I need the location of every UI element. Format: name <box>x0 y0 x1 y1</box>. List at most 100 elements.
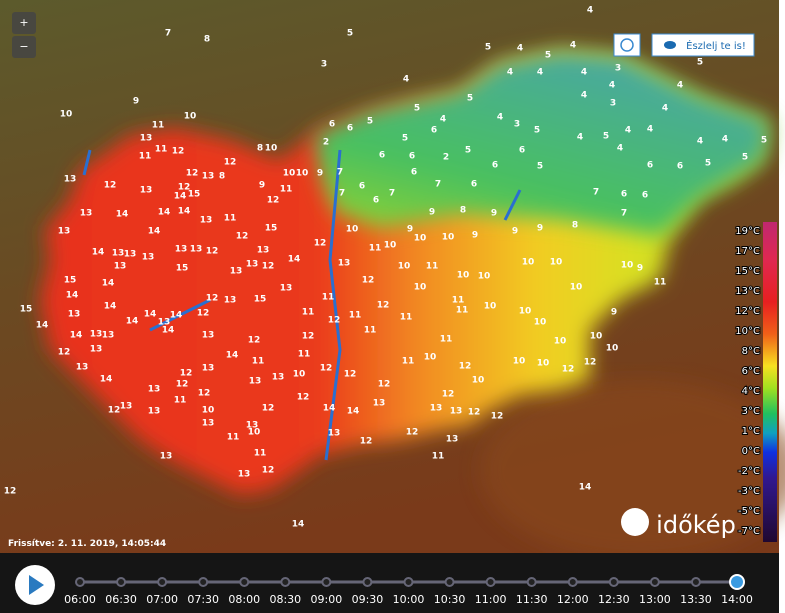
station-temperature: 7 <box>165 29 171 39</box>
station-temperature: 3 <box>610 99 616 109</box>
station-temperature: 12 <box>108 406 121 416</box>
station-temperature: 13 <box>120 402 133 412</box>
timeline-label: 10:00 <box>393 593 425 606</box>
station-temperature: 12 <box>206 247 219 257</box>
timeline-label: 07:30 <box>187 593 219 606</box>
station-temperature: 14 <box>104 302 117 312</box>
timeline-step[interactable] <box>321 577 332 587</box>
timeline-step[interactable] <box>116 577 127 587</box>
timeline-step[interactable] <box>403 577 414 587</box>
station-temperature: 5 <box>402 134 408 144</box>
station-temperature: 13 <box>148 407 161 417</box>
station-temperature: 4 <box>581 68 587 78</box>
timeline-step[interactable] <box>157 577 168 587</box>
station-temperature: 14 <box>92 248 105 258</box>
station-temperature: 14 <box>162 326 175 336</box>
station-temperature: 13 <box>190 245 203 255</box>
station-temperature: 6 <box>379 151 385 161</box>
station-temperature: 6 <box>519 146 525 156</box>
station-temperature: 13 <box>430 404 443 414</box>
station-temperature: 11 <box>400 313 413 323</box>
station-temperature: 2 <box>323 138 329 148</box>
timeline-step[interactable] <box>608 577 619 587</box>
station-temperature: 13 <box>202 172 215 182</box>
zoom-in-button[interactable] <box>12 12 36 34</box>
station-temperature: 10 <box>384 241 397 251</box>
legend-label: -2°C <box>738 466 760 477</box>
station-temperature: 5 <box>537 162 543 172</box>
station-temperature: 12 <box>186 169 199 179</box>
station-temperature: 11 <box>369 244 382 254</box>
station-temperature: 8 <box>460 206 466 216</box>
station-temperature: 13 <box>80 209 93 219</box>
station-temperature: 14 <box>144 310 157 320</box>
station-temperature: 12 <box>491 412 504 422</box>
timeline-step[interactable] <box>690 577 701 587</box>
station-temperature: 9 <box>407 225 413 235</box>
timeline-step[interactable] <box>567 577 578 587</box>
station-temperature: 6 <box>492 161 498 171</box>
station-temperature: 14 <box>100 375 113 385</box>
station-temperature: 10 <box>484 302 497 312</box>
station-temperature: 10 <box>398 262 411 272</box>
timeline-step[interactable] <box>239 577 250 587</box>
station-temperature: 13 <box>158 318 171 328</box>
logo-icon <box>621 508 649 536</box>
station-temperature: 12 <box>262 404 275 414</box>
timeline-step[interactable] <box>198 577 209 587</box>
station-temperature: 13 <box>338 259 351 269</box>
station-temperature: 12 <box>562 365 575 375</box>
timeline-label: 13:00 <box>639 593 671 606</box>
locate-icon <box>620 38 634 52</box>
zoom-out-button[interactable] <box>12 36 36 58</box>
station-temperature: 13 <box>230 267 243 277</box>
legend-label: 19°C <box>735 226 760 237</box>
station-temperature: 9 <box>611 308 617 318</box>
timeline-label: 12:00 <box>557 593 589 606</box>
timeline-step[interactable] <box>362 577 373 587</box>
station-temperature: 14 <box>116 210 129 220</box>
timeline-step[interactable] <box>729 574 745 590</box>
station-temperature: 9 <box>429 208 435 218</box>
station-temperature: 13 <box>76 363 89 373</box>
station-temperature: 10 <box>424 353 437 363</box>
station-temperature: 3 <box>615 64 621 74</box>
station-temperature: 5 <box>603 132 609 142</box>
timeline-step[interactable] <box>649 577 660 587</box>
station-temperature: 12 <box>377 301 390 311</box>
station-temperature: 12 <box>104 181 117 191</box>
station-temperature: 14 <box>102 279 115 289</box>
station-temperature: 6 <box>647 161 653 171</box>
legend-label: 15°C <box>735 266 760 277</box>
timeline-step[interactable] <box>280 577 291 587</box>
timeline-step[interactable] <box>444 577 455 587</box>
station-temperature: 11 <box>152 121 165 131</box>
station-temperature: 10 <box>590 332 603 342</box>
station-temperature: 14 <box>170 311 183 321</box>
station-temperature: 13 <box>200 216 213 226</box>
station-temperature: 10 <box>478 272 491 282</box>
locate-button[interactable] <box>613 33 641 57</box>
station-temperature: 4 <box>577 133 583 143</box>
station-temperature: 5 <box>465 146 471 156</box>
station-temperature: 14 <box>178 207 191 217</box>
station-temperature: 9 <box>512 227 518 237</box>
station-temperature: 12 <box>302 332 315 342</box>
timeline-step[interactable] <box>526 577 537 587</box>
station-temperature: 10 <box>60 110 73 120</box>
station-temperature: 12 <box>459 362 472 372</box>
station-temperature: 15 <box>254 295 267 305</box>
station-temperature: 12 <box>328 316 341 326</box>
station-temperature: 8 <box>219 172 225 182</box>
station-temperature: 9 <box>259 181 265 191</box>
station-temperature: 4 <box>517 44 523 54</box>
timeline-step[interactable] <box>75 577 85 587</box>
timeline-step[interactable] <box>485 577 496 587</box>
station-temperature: 12 <box>58 348 71 358</box>
report-button[interactable] <box>651 33 755 57</box>
station-temperature: 11 <box>654 278 667 288</box>
station-temperature: 14 <box>292 520 305 530</box>
station-temperature: 13 <box>68 310 81 320</box>
station-temperature: 12 <box>320 364 333 374</box>
